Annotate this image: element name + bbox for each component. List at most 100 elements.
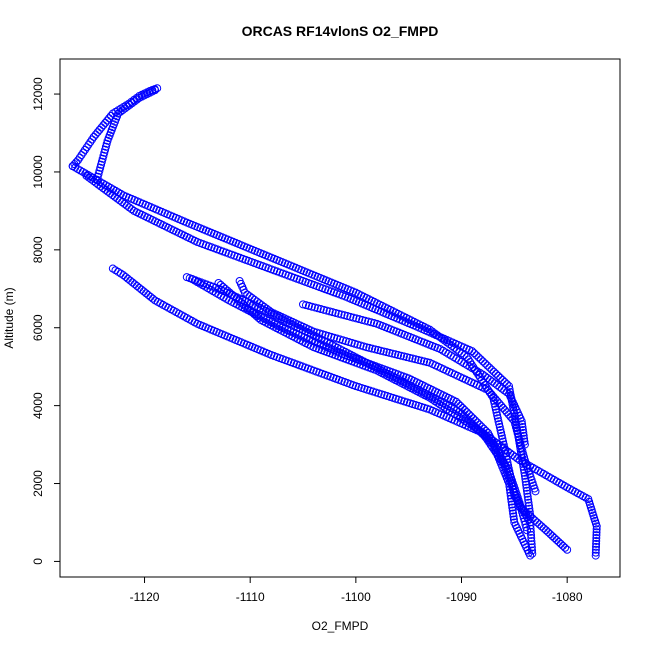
- data-point: [496, 425, 505, 434]
- data-point: [519, 514, 528, 523]
- data-point: [490, 379, 499, 388]
- data-point: [394, 351, 403, 359]
- data-point: [399, 352, 408, 361]
- data-point: [498, 375, 507, 384]
- data-point: [496, 373, 505, 382]
- data-point: [556, 539, 565, 548]
- data-point: [509, 512, 518, 521]
- data-point: [123, 274, 132, 283]
- data-point: [527, 537, 536, 546]
- data-point: [97, 160, 106, 169]
- data-point: [519, 431, 528, 440]
- data-point: [526, 527, 535, 536]
- data-point: [468, 347, 477, 356]
- data-point: [523, 489, 532, 498]
- data-point: [479, 424, 488, 433]
- data-point: [137, 285, 146, 294]
- data-point: [489, 367, 498, 376]
- data-point: [458, 403, 467, 412]
- data-point: [537, 522, 546, 531]
- data-point: [221, 284, 230, 293]
- data-point: [243, 290, 252, 299]
- data-point: [520, 434, 529, 443]
- x-tick-label: -1100: [341, 590, 371, 604]
- data-point: [328, 308, 337, 317]
- data-point: [100, 148, 109, 157]
- series-5: [182, 273, 535, 560]
- data-point: [497, 384, 506, 393]
- data-point: [533, 518, 542, 527]
- data-point: [483, 361, 492, 370]
- data-point: [493, 381, 502, 390]
- data-point: [125, 203, 134, 212]
- data-point: [506, 388, 515, 397]
- data-point: [99, 151, 108, 160]
- data-point: [126, 276, 135, 285]
- data-point: [120, 199, 129, 208]
- data-point: [494, 371, 503, 380]
- data-point: [508, 506, 517, 515]
- data-point: [535, 520, 544, 529]
- data-point: [236, 298, 245, 307]
- data-point: [462, 408, 471, 417]
- chart-title: ORCAS RF14vlonS O2_FMPD: [242, 23, 439, 39]
- data-point: [592, 542, 601, 551]
- data-point: [518, 420, 527, 429]
- data-point: [355, 315, 364, 324]
- data-point: [521, 474, 530, 483]
- data-point: [507, 500, 516, 509]
- data-point: [508, 503, 517, 512]
- data-point: [592, 522, 601, 531]
- data-point: [307, 302, 316, 311]
- data-point: [408, 354, 417, 363]
- data-point: [316, 305, 325, 314]
- data-point: [472, 351, 481, 360]
- data-point: [497, 431, 506, 440]
- data-points: [68, 84, 601, 560]
- data-point: [548, 532, 557, 541]
- data-point: [515, 499, 524, 507]
- data-point: [531, 487, 540, 496]
- data-point: [518, 425, 527, 434]
- data-point: [520, 440, 529, 449]
- data-point: [517, 417, 526, 426]
- series-8: [235, 277, 540, 496]
- data-point: [417, 356, 426, 365]
- data-point: [563, 545, 572, 554]
- data-point: [493, 414, 502, 423]
- plot-frame: [59, 58, 621, 578]
- y-tick-label: 10000: [31, 155, 45, 189]
- data-point: [216, 280, 225, 289]
- data-point: [118, 198, 127, 207]
- data-point: [592, 528, 601, 537]
- series-1: [92, 86, 160, 184]
- data-point: [488, 377, 497, 386]
- data-point: [358, 315, 367, 324]
- data-point: [476, 355, 485, 364]
- data-point: [245, 306, 254, 315]
- x-tick-label: -1110: [236, 590, 265, 604]
- x-axis-label: O2_FMPD: [312, 619, 369, 633]
- data-point: [498, 434, 507, 443]
- data-point: [460, 406, 469, 415]
- data-point: [385, 348, 394, 357]
- data-point: [343, 312, 352, 321]
- series-7: [214, 278, 601, 560]
- data-point: [516, 502, 525, 511]
- data-point: [592, 539, 601, 548]
- data-point: [299, 300, 308, 309]
- data-point: [523, 526, 532, 535]
- data-point: [223, 286, 232, 295]
- data-point: [142, 289, 151, 298]
- data-point: [591, 548, 600, 557]
- data-point: [146, 292, 155, 301]
- data-point: [252, 312, 261, 321]
- data-point: [546, 530, 555, 539]
- data-point: [497, 428, 506, 437]
- data-point: [388, 349, 397, 358]
- data-point: [523, 492, 532, 501]
- data-point: [301, 301, 310, 310]
- data-point: [396, 351, 405, 360]
- series-9: [299, 300, 529, 449]
- data-point: [591, 545, 600, 554]
